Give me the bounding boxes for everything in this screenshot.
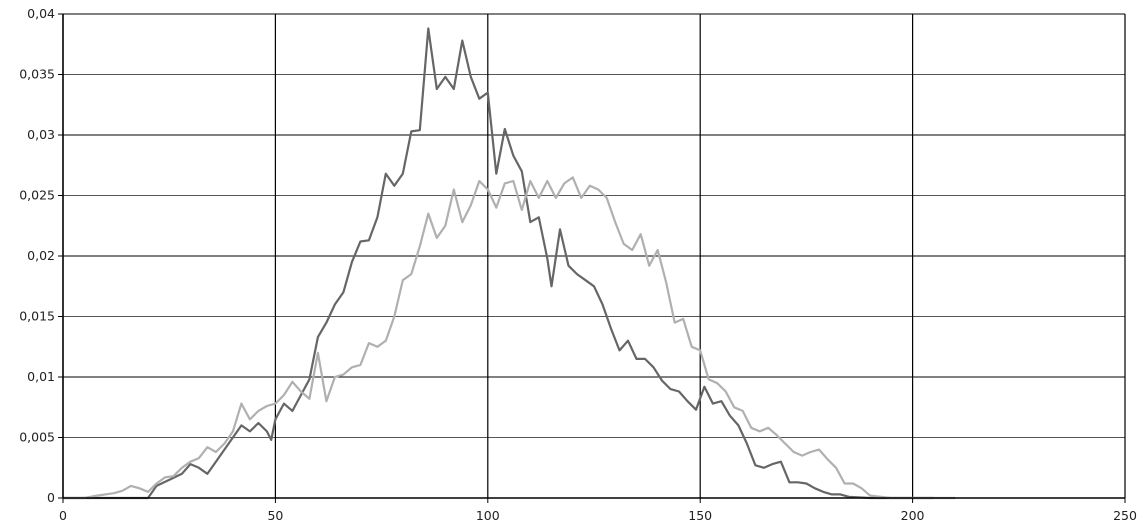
y-tick-label: 0,025 — [19, 188, 55, 203]
series-line-1 — [63, 27, 934, 500]
x-tick-label: 150 — [688, 508, 712, 523]
y-axis-ticks: 0 0,005 0,01 0,015 0,02 0,025 0,03 0,035 0,04 — [19, 6, 63, 505]
x-tick-label: 50 — [267, 508, 283, 523]
grid-layer — [62, 13, 1126, 499]
y-tick-label: 0,02 — [27, 248, 55, 263]
y-tick-label: 0,04 — [27, 6, 55, 21]
x-tick-label: 200 — [901, 508, 925, 523]
series-layer — [63, 27, 956, 500]
y-tick-label: 0,035 — [19, 67, 55, 82]
x-axis-ticks: 0 50 100 150 200 250 — [59, 498, 1137, 523]
y-tick-label: 0 — [47, 490, 55, 505]
x-tick-label: 100 — [476, 508, 500, 523]
y-tick-label: 0,01 — [27, 369, 55, 384]
x-tick-label: 250 — [1113, 508, 1137, 523]
y-tick-label: 0,015 — [19, 309, 55, 324]
y-tick-label: 0,03 — [27, 127, 55, 142]
x-tick-label: 0 — [59, 508, 67, 523]
y-tick-label: 0,005 — [19, 430, 55, 445]
series-line-2 — [63, 176, 956, 500]
